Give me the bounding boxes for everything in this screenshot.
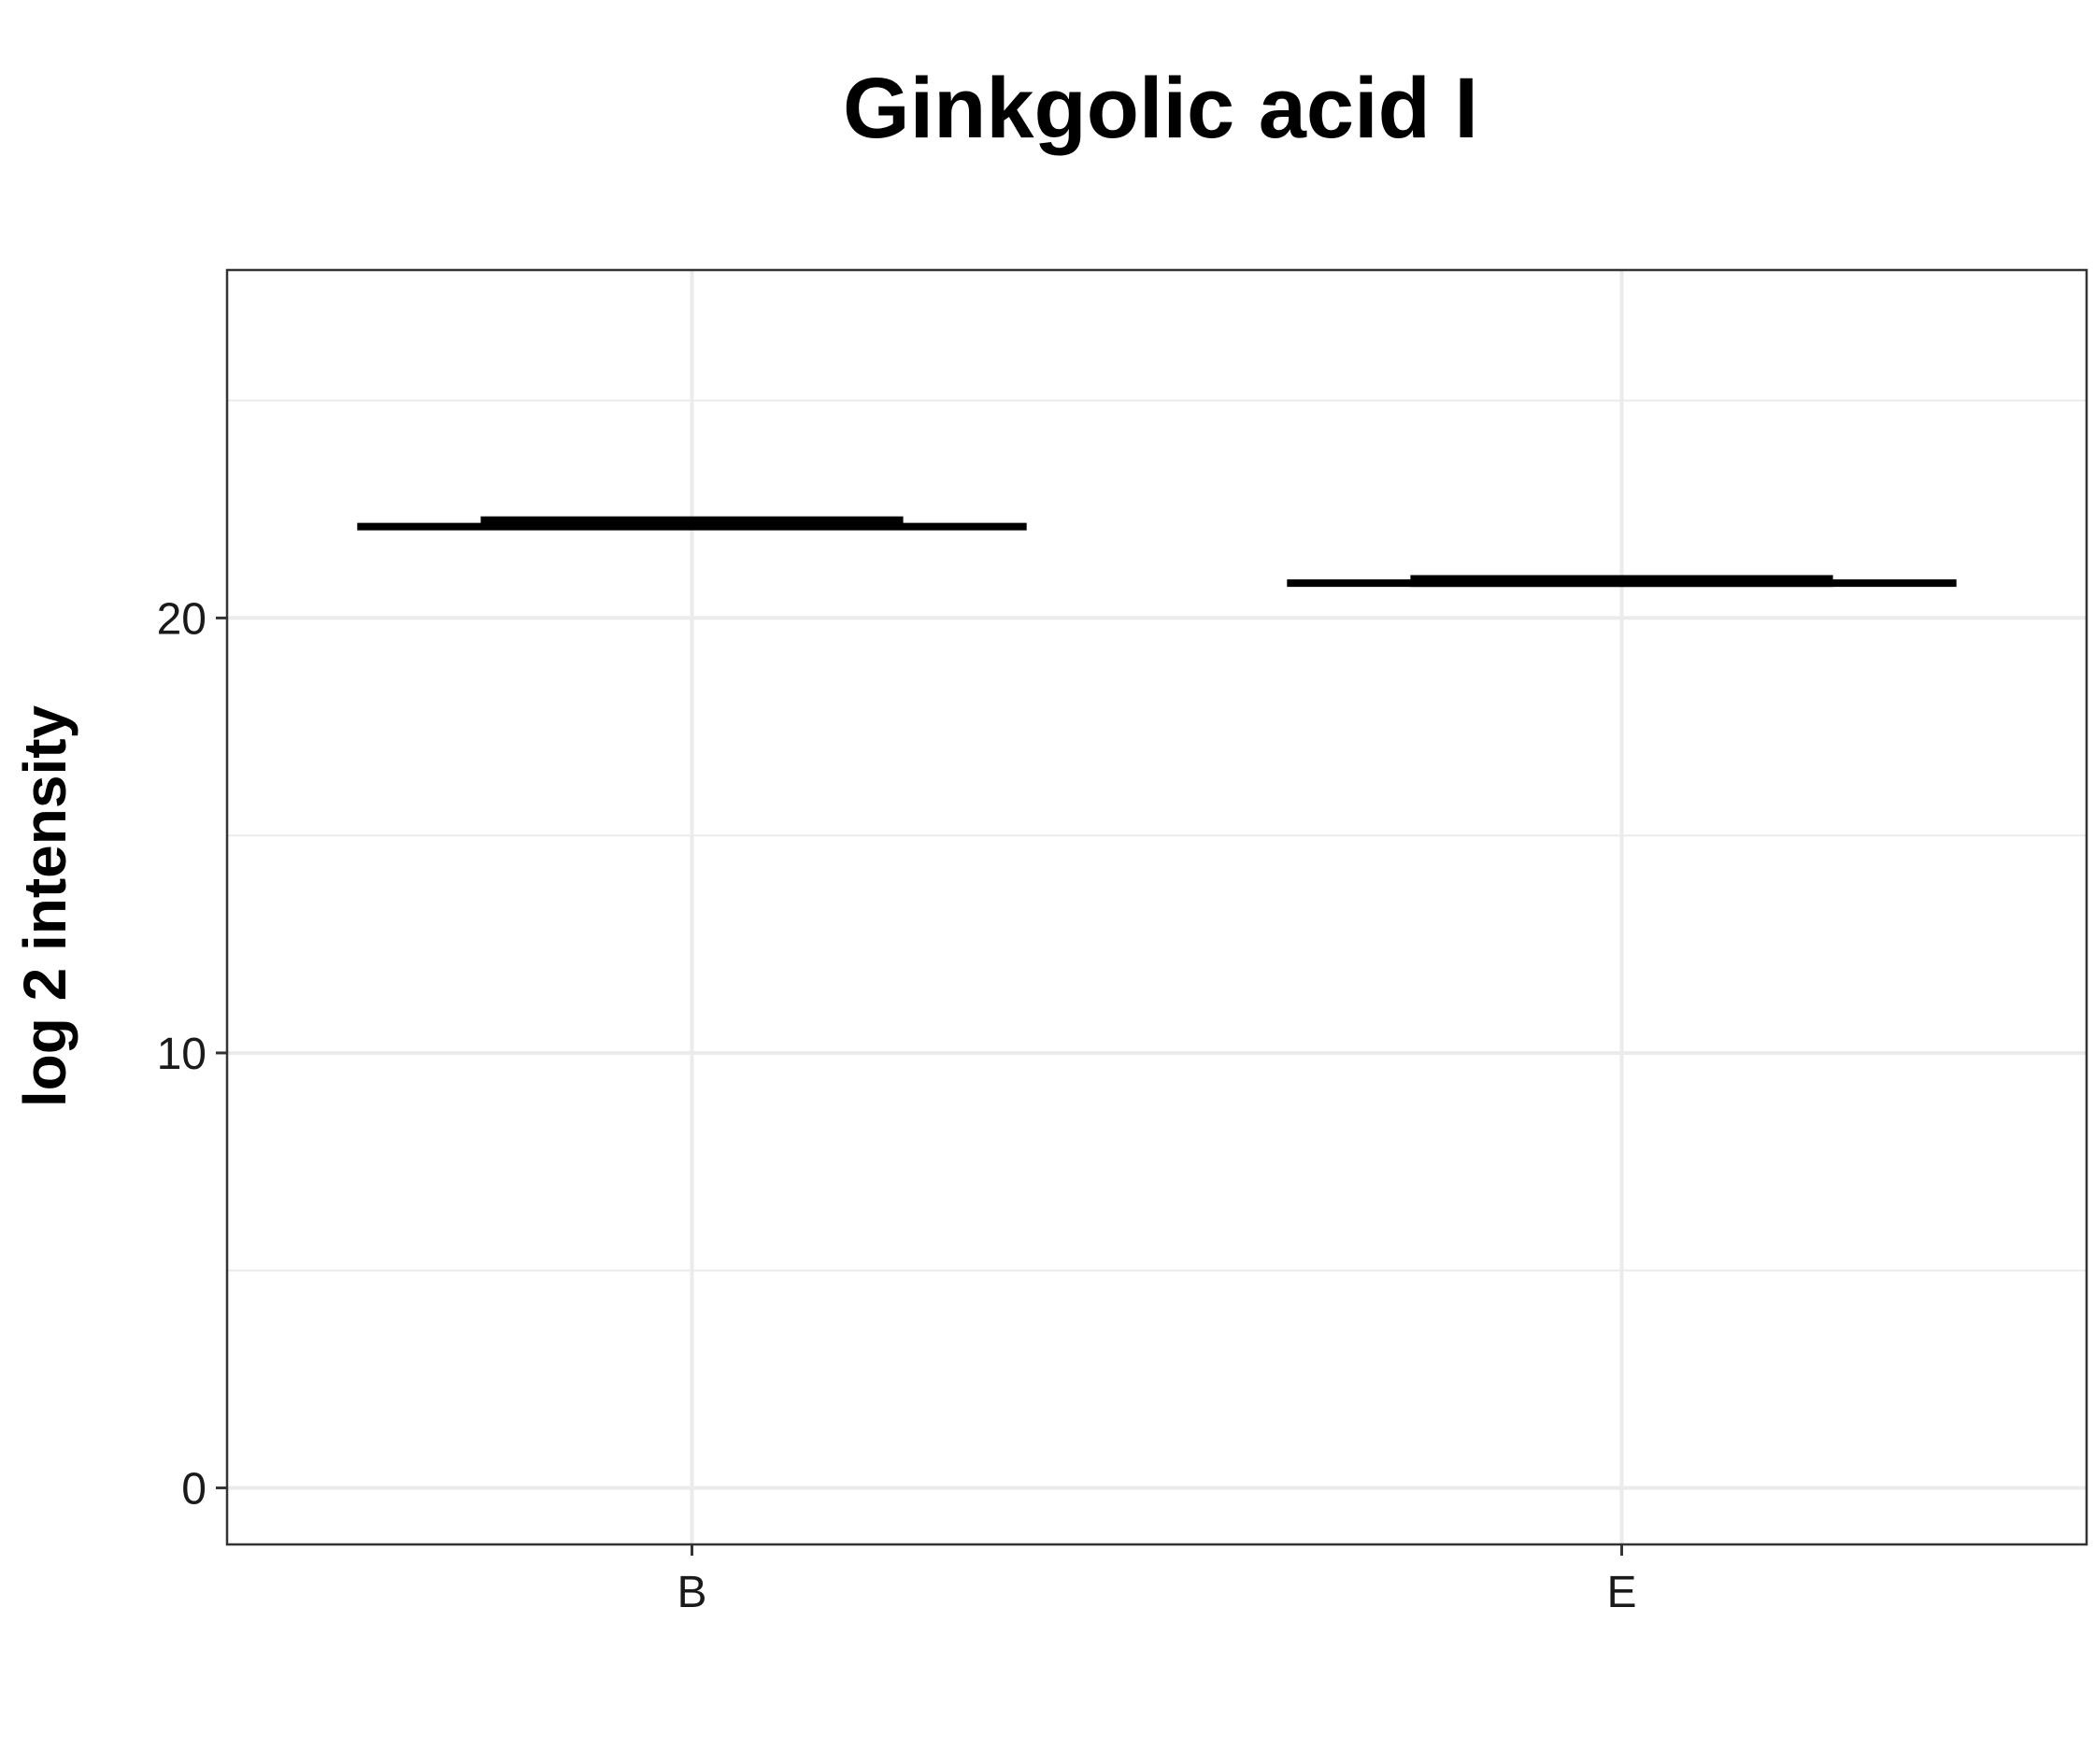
x-tick-label-B: B [677,1568,706,1617]
grid-lines [227,270,2087,1544]
y-tick-label-20: 20 [157,594,207,644]
x-tick-label-E: E [1606,1568,1636,1617]
axes: 0 10 20 B E [157,594,1637,1617]
y-tick-label-10: 10 [157,1030,207,1079]
boxes [357,516,1957,588]
panel-border [225,268,2088,1546]
y-tick-label-0: 0 [181,1464,207,1514]
chart-title: Ginkgolic acid I [843,61,1478,156]
y-axis-label: log 2 intensity [11,704,78,1107]
